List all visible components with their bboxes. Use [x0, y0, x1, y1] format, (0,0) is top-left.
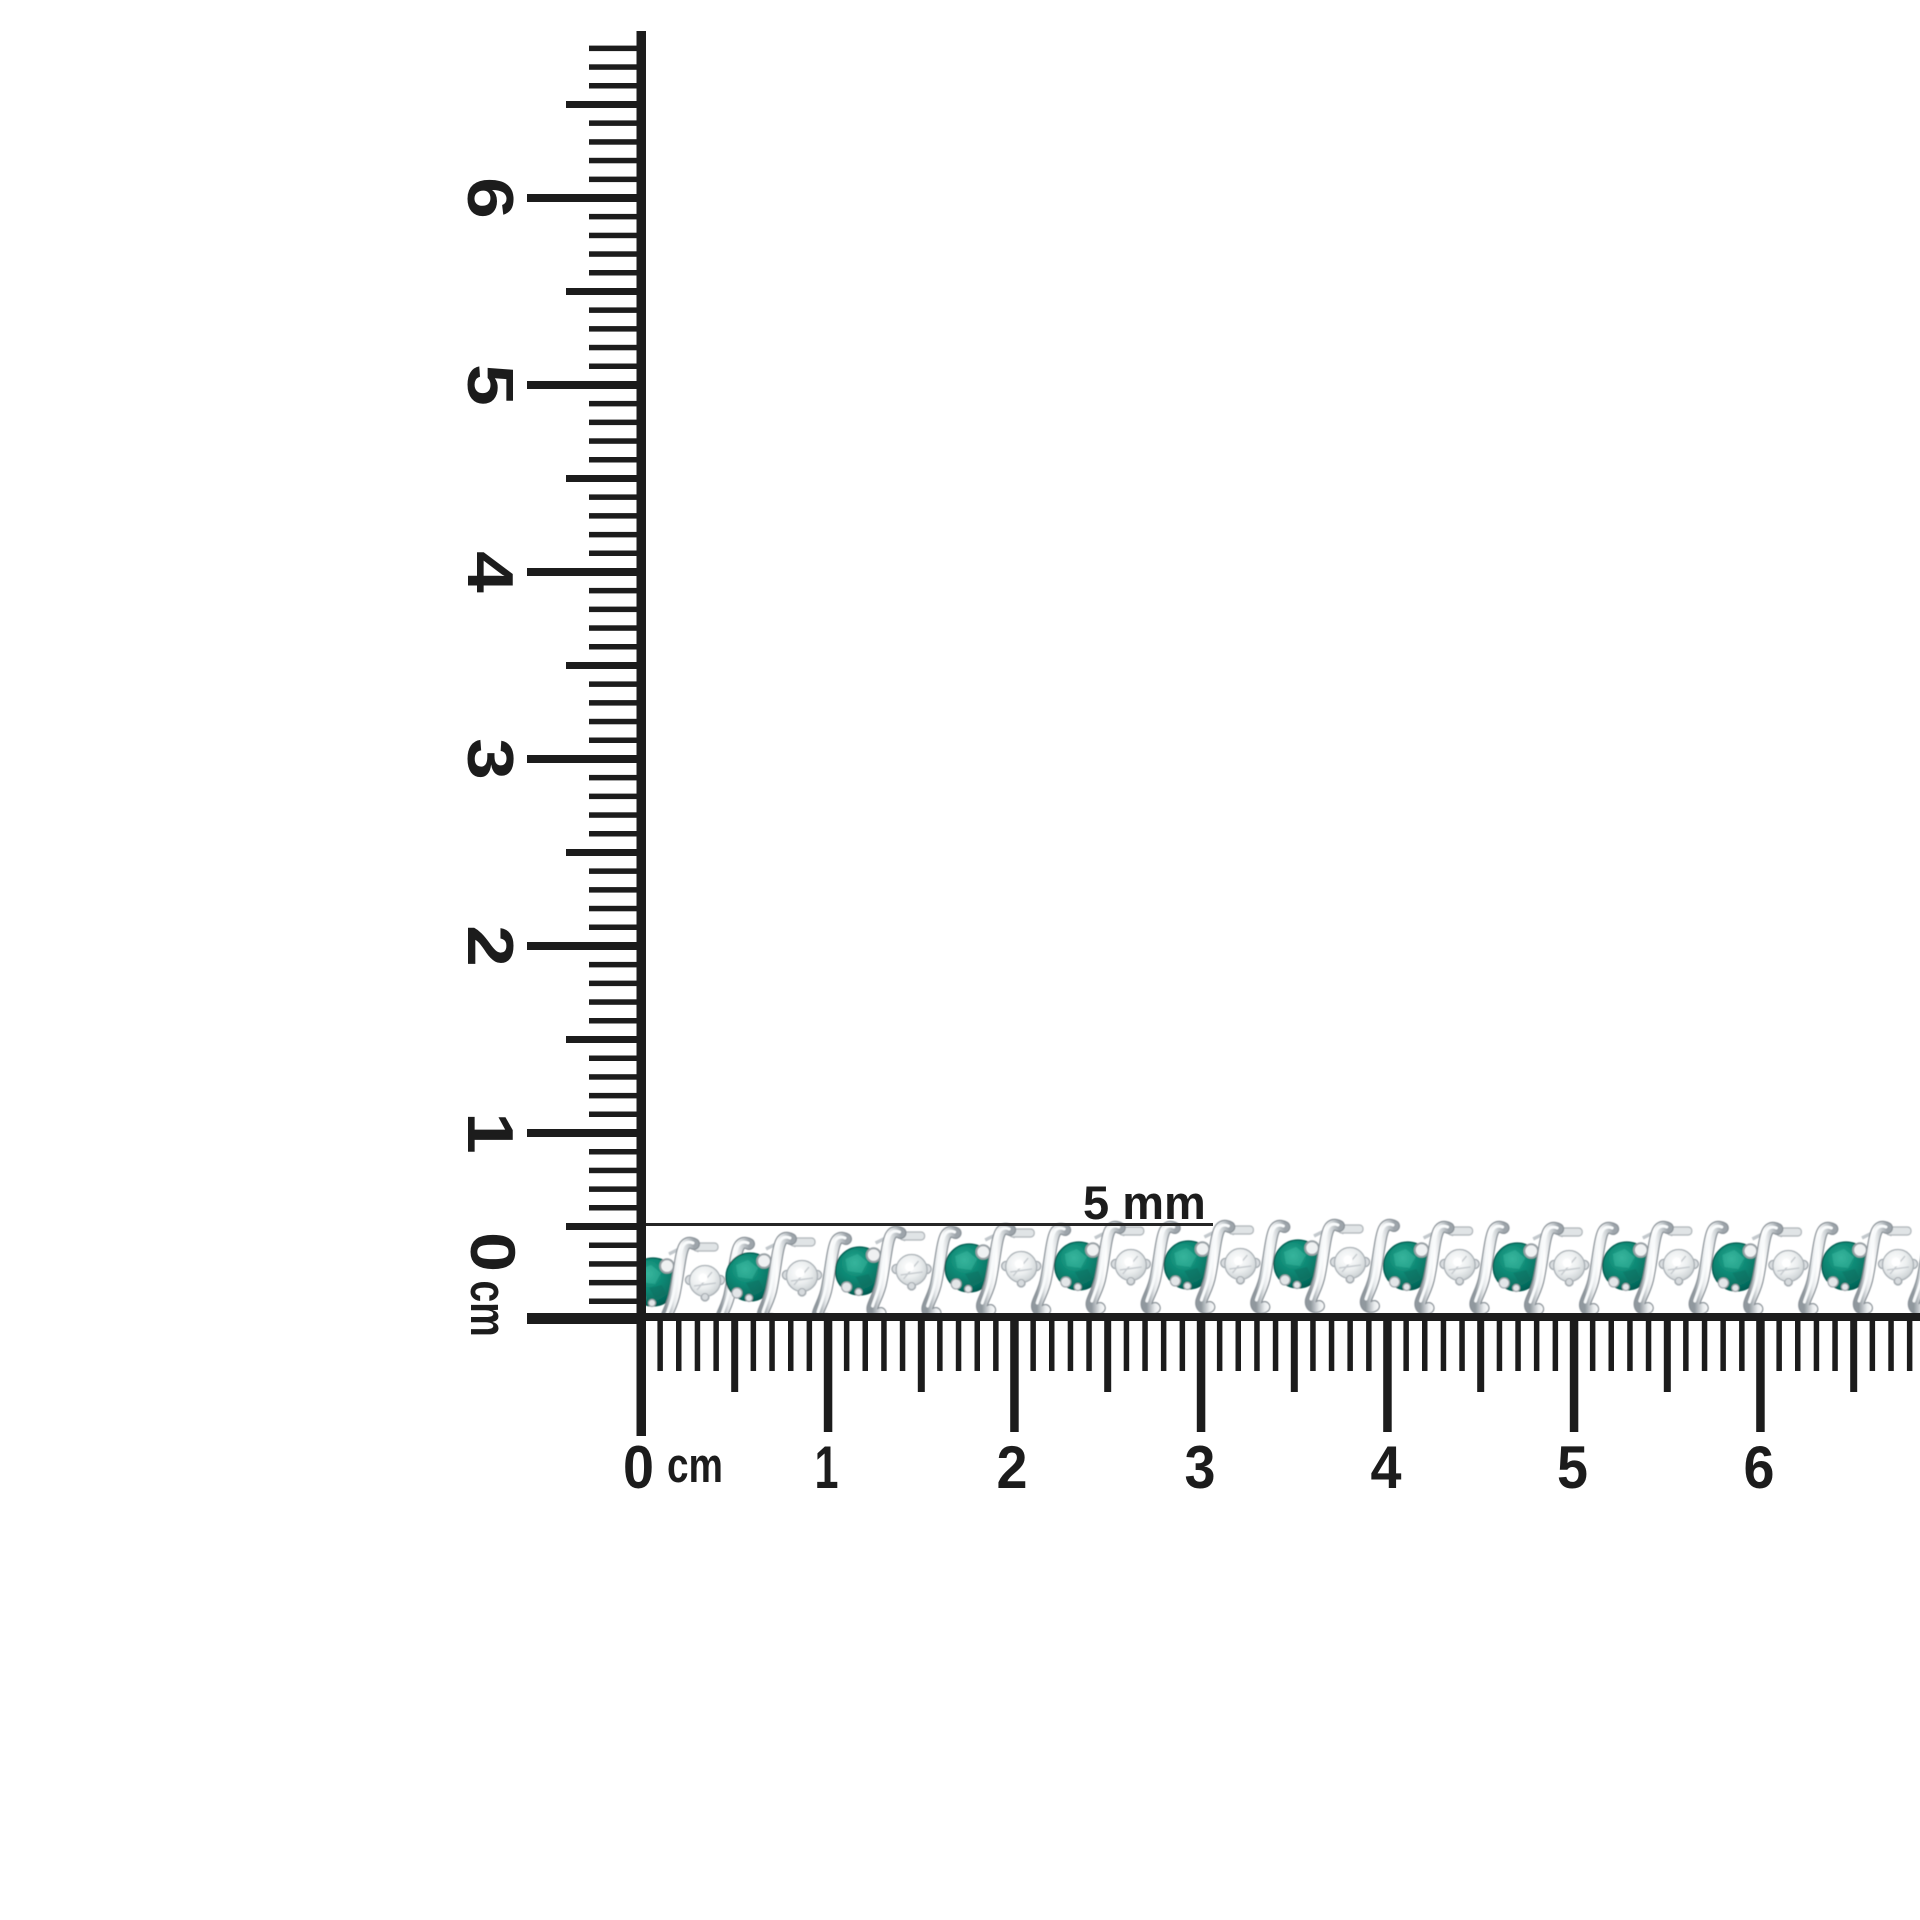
svg-text:4: 4	[454, 551, 526, 593]
svg-text:cm: cm	[667, 1439, 723, 1493]
svg-text:3: 3	[1185, 1434, 1216, 1501]
svg-text:2: 2	[454, 925, 526, 967]
svg-text:0cm: 0cm	[457, 1232, 527, 1337]
svg-text:4: 4	[1371, 1434, 1403, 1501]
svg-text:1: 1	[454, 1112, 526, 1154]
svg-text:3: 3	[454, 738, 526, 780]
svg-text:5 mm: 5 mm	[1083, 1176, 1206, 1229]
svg-text:5: 5	[454, 364, 526, 406]
svg-text:2: 2	[997, 1434, 1028, 1501]
svg-text:6: 6	[454, 177, 526, 219]
svg-text:5: 5	[1557, 1434, 1588, 1501]
svg-text:0: 0	[623, 1434, 654, 1501]
svg-text:1: 1	[815, 1434, 839, 1501]
svg-text:6: 6	[1744, 1434, 1775, 1501]
